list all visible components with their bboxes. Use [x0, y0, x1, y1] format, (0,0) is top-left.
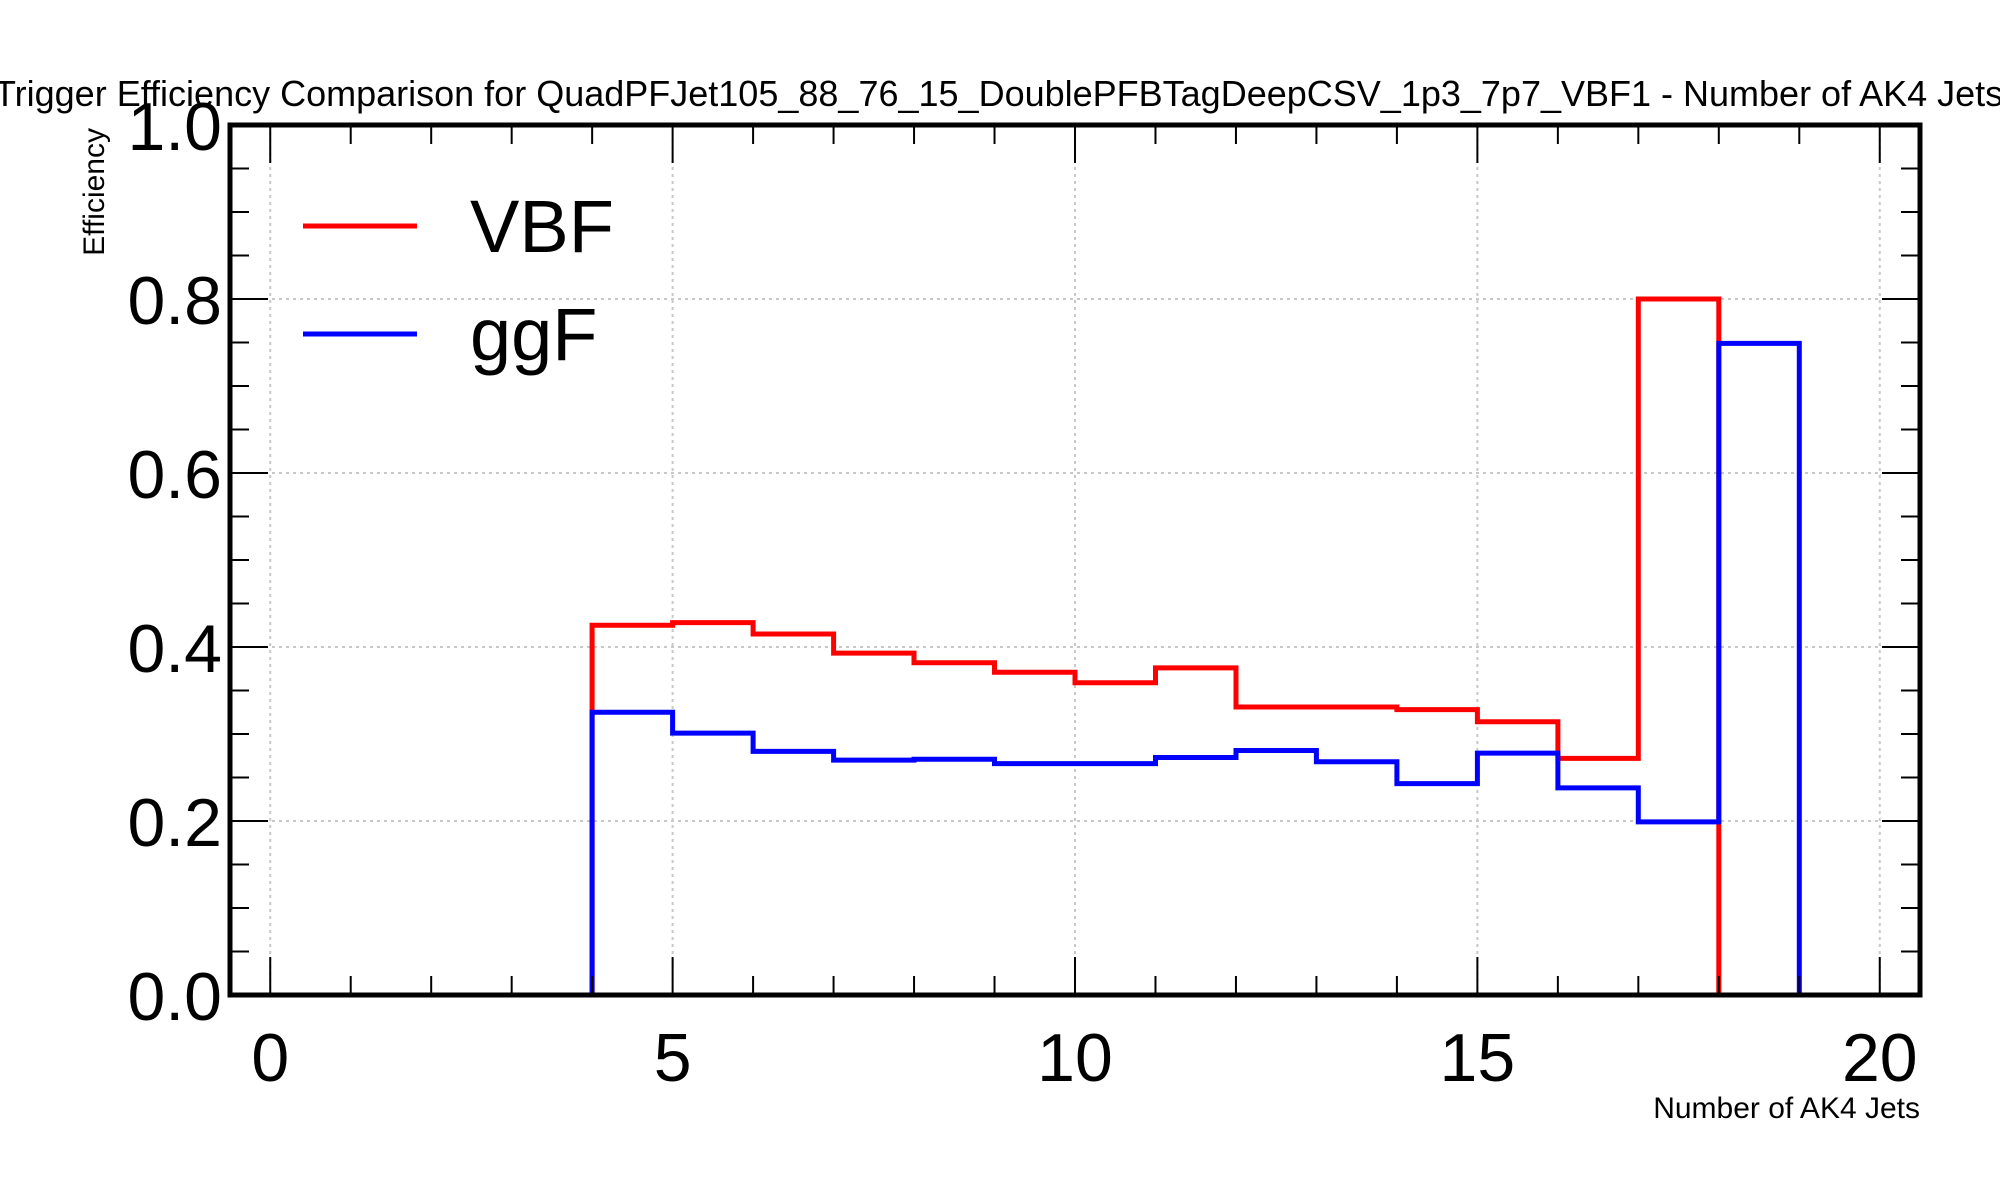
- y-tick-label-5: 1.0: [127, 89, 222, 165]
- x-tick-label-4: 20: [1842, 1020, 1918, 1096]
- legend-label-vbf: VBF: [470, 185, 614, 268]
- y-tick-label-3: 0.6: [127, 437, 222, 513]
- series-line-vbf: [589, 296, 1722, 995]
- y-tick-label-2: 0.4: [127, 611, 222, 687]
- x-tick-label-1: 5: [654, 1020, 692, 1096]
- tick-labels: 0 5 10 15 20 0.0 0.2 0.4 0.6 0.8 1.0: [127, 89, 1917, 1096]
- legend: VBF ggF: [303, 185, 614, 376]
- x-tick-label-0: 0: [251, 1020, 289, 1096]
- y-tick-label-4: 0.8: [127, 263, 222, 339]
- x-tick-label-2: 10: [1037, 1020, 1113, 1096]
- y-tick-label-0: 0.0: [127, 959, 222, 1035]
- chart-title: Trigger Efficiency Comparison for QuadPF…: [0, 73, 2000, 114]
- y-tick-label-1: 0.2: [127, 785, 222, 861]
- y-axis-title: Efficiency: [78, 128, 111, 256]
- series-layer: [589, 296, 1802, 995]
- x-axis-title: Number of AK4 Jets: [1653, 1092, 1920, 1125]
- legend-label-ggf: ggF: [470, 293, 598, 376]
- series-line-ggf: [589, 340, 1802, 995]
- x-tick-label-3: 15: [1440, 1020, 1516, 1096]
- axis-ticks: [230, 124, 1920, 996]
